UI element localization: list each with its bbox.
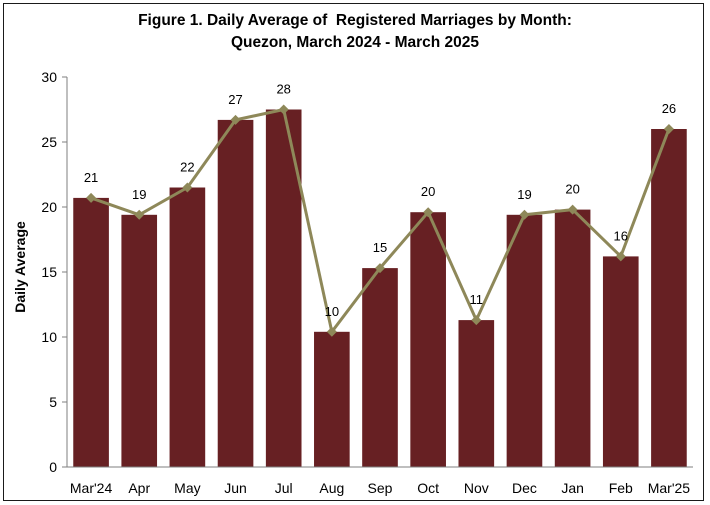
line-marker: [326, 326, 337, 337]
data-label: 28: [276, 82, 290, 97]
chart-title: Figure 1. Daily Average of Registered Ma…: [138, 12, 572, 29]
line-marker: [615, 251, 626, 262]
line-marker: [663, 124, 674, 134]
bar: [554, 209, 591, 467]
data-label: 16: [614, 228, 628, 243]
line-marker: [471, 315, 482, 326]
line-marker: [567, 204, 578, 215]
data-label: 19: [517, 187, 531, 202]
data-label: 15: [373, 240, 387, 255]
x-tick-label: Feb: [609, 480, 633, 496]
data-label: 27: [228, 92, 242, 107]
x-tick-label: Jun: [224, 480, 247, 496]
x-axis: Mar'24 Apr May Jun Jul Aug Sep Oct Nov Dec Jan Feb M…: [67, 466, 693, 496]
y-tick-label: 10: [41, 329, 57, 345]
bar: [73, 197, 109, 467]
bar: [362, 268, 398, 467]
line-marker: [278, 104, 289, 115]
bar: [217, 119, 254, 468]
x-tick-label: Nov: [464, 480, 489, 496]
y-tick-label: 5: [49, 394, 57, 410]
bars: [73, 109, 687, 468]
x-tick-label: Aug: [319, 480, 344, 496]
bar: [602, 256, 639, 467]
y-tick-label: 15: [41, 264, 57, 280]
y-axis-label: Daily Average: [12, 221, 28, 313]
y-tick-label: 30: [41, 69, 57, 85]
line-marker: [230, 114, 241, 125]
data-label: 21: [84, 170, 98, 185]
bar: [121, 214, 158, 467]
data-labels: 21 19 22 27 28 10 15 20 11 19 20 16 26: [84, 82, 676, 319]
chart-subtitle: Quezon, March 2024 - March 2025: [230, 34, 480, 51]
bar: [314, 331, 350, 467]
bar: [651, 129, 687, 467]
x-tick-label: Jul: [275, 480, 293, 496]
y-axis: 0 5 10 15 20 25 30: [41, 69, 68, 475]
line-marker: [375, 263, 385, 274]
bar: [410, 212, 446, 467]
data-label: 11: [470, 292, 484, 307]
data-label: 26: [662, 101, 676, 116]
x-tick-label: Mar'25: [648, 480, 691, 496]
trend-line: [86, 104, 674, 337]
line-marker: [519, 209, 530, 220]
line-marker: [134, 209, 145, 220]
x-tick-label: Dec: [512, 480, 537, 496]
y-tick-label: 25: [41, 134, 57, 150]
x-tick-label: May: [174, 480, 200, 496]
y-tick-label: 0: [49, 459, 57, 475]
data-label: 22: [180, 160, 194, 175]
data-label: 19: [132, 187, 146, 202]
x-tick-label: Mar'24: [70, 480, 113, 496]
bar: [169, 187, 206, 467]
line-marker: [86, 192, 97, 203]
data-label: 10: [325, 304, 339, 319]
x-tick-label: Apr: [128, 480, 150, 496]
chart-title-block: Figure 1. Daily Average of Registered Ma…: [0, 10, 710, 54]
bar: [458, 320, 495, 467]
data-label: 20: [565, 182, 579, 197]
line-marker: [423, 207, 434, 218]
x-tick-label: Sep: [368, 480, 393, 496]
data-label: 20: [421, 184, 435, 199]
y-tick-label: 20: [41, 199, 57, 215]
x-tick-label: Jan: [561, 480, 584, 496]
line-marker: [182, 182, 193, 193]
bar: [506, 214, 543, 467]
x-tick-label: Oct: [417, 480, 439, 496]
